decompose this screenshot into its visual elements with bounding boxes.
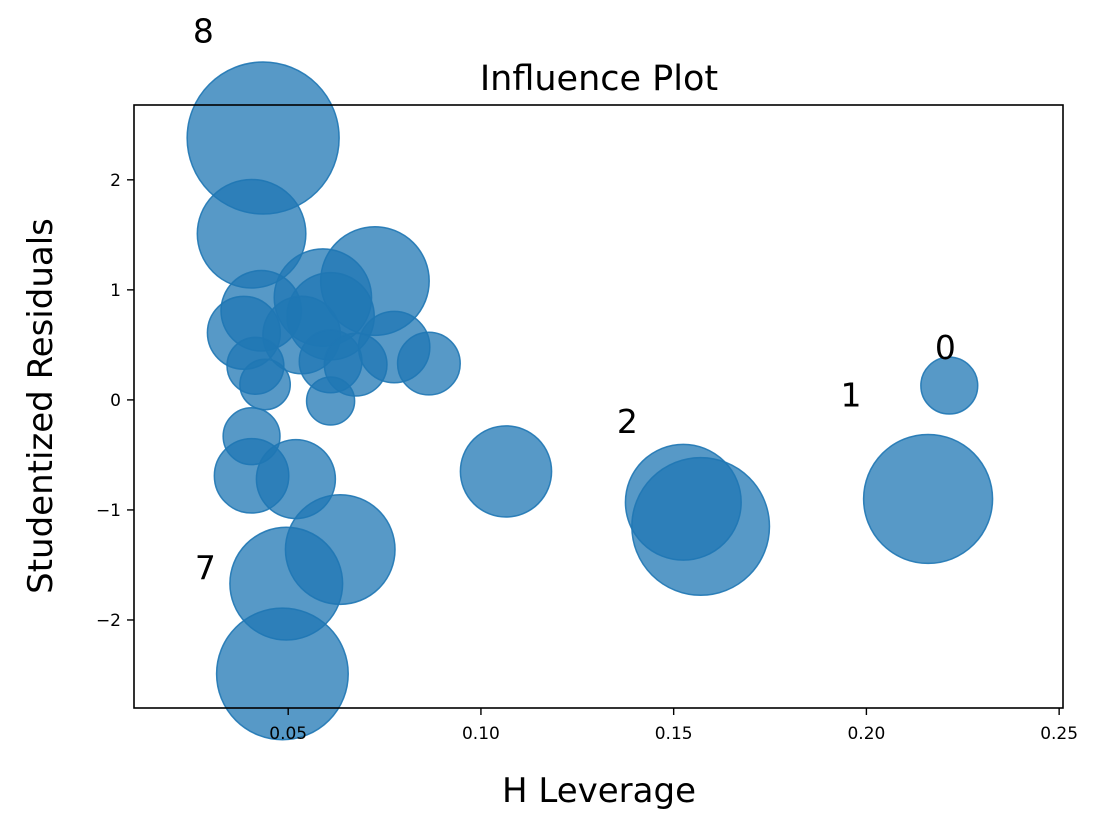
data-point-25 bbox=[215, 607, 349, 741]
data-point-19 bbox=[459, 425, 553, 518]
y-tick-label-2: 0 bbox=[110, 391, 121, 411]
annotation-layer: 8 0 1 2 7 bbox=[193, 11, 956, 587]
y-tick-label-1: −1 bbox=[96, 501, 121, 521]
points-layer bbox=[186, 61, 994, 741]
chart-title: Influence Plot bbox=[480, 59, 718, 99]
data-point-11 bbox=[396, 331, 461, 396]
x-tick-label-4: 0.25 bbox=[1040, 724, 1078, 744]
x-axis: 0.05 0.10 0.15 0.20 0.25 bbox=[269, 708, 1078, 744]
plot-frame bbox=[133, 104, 1064, 709]
data-point-16 bbox=[920, 356, 979, 415]
x-axis-label: H Leverage bbox=[502, 771, 696, 811]
data-point-14 bbox=[305, 376, 356, 426]
x-tick-label-0: 0.05 bbox=[269, 724, 307, 744]
y-tick-label-0: −2 bbox=[96, 611, 121, 631]
point-annotation-1: 0 bbox=[935, 328, 956, 367]
x-tick-label-2: 0.15 bbox=[655, 724, 693, 744]
y-axis-label: Studentized Residuals bbox=[21, 218, 61, 594]
y-tick-label-4: 2 bbox=[110, 171, 121, 191]
point-annotation-0: 8 bbox=[193, 11, 214, 50]
data-point-13 bbox=[239, 358, 292, 411]
data-point-21 bbox=[631, 456, 771, 597]
point-annotation-3: 2 bbox=[617, 402, 638, 441]
y-axis: −2 −1 0 1 2 bbox=[96, 171, 134, 631]
y-tick-label-3: 1 bbox=[110, 281, 121, 301]
data-point-22 bbox=[862, 433, 994, 565]
x-tick-label-3: 0.20 bbox=[847, 724, 885, 744]
x-tick-label-1: 0.10 bbox=[462, 724, 500, 744]
point-annotation-4: 7 bbox=[195, 548, 216, 587]
point-annotation-2: 1 bbox=[840, 376, 861, 415]
